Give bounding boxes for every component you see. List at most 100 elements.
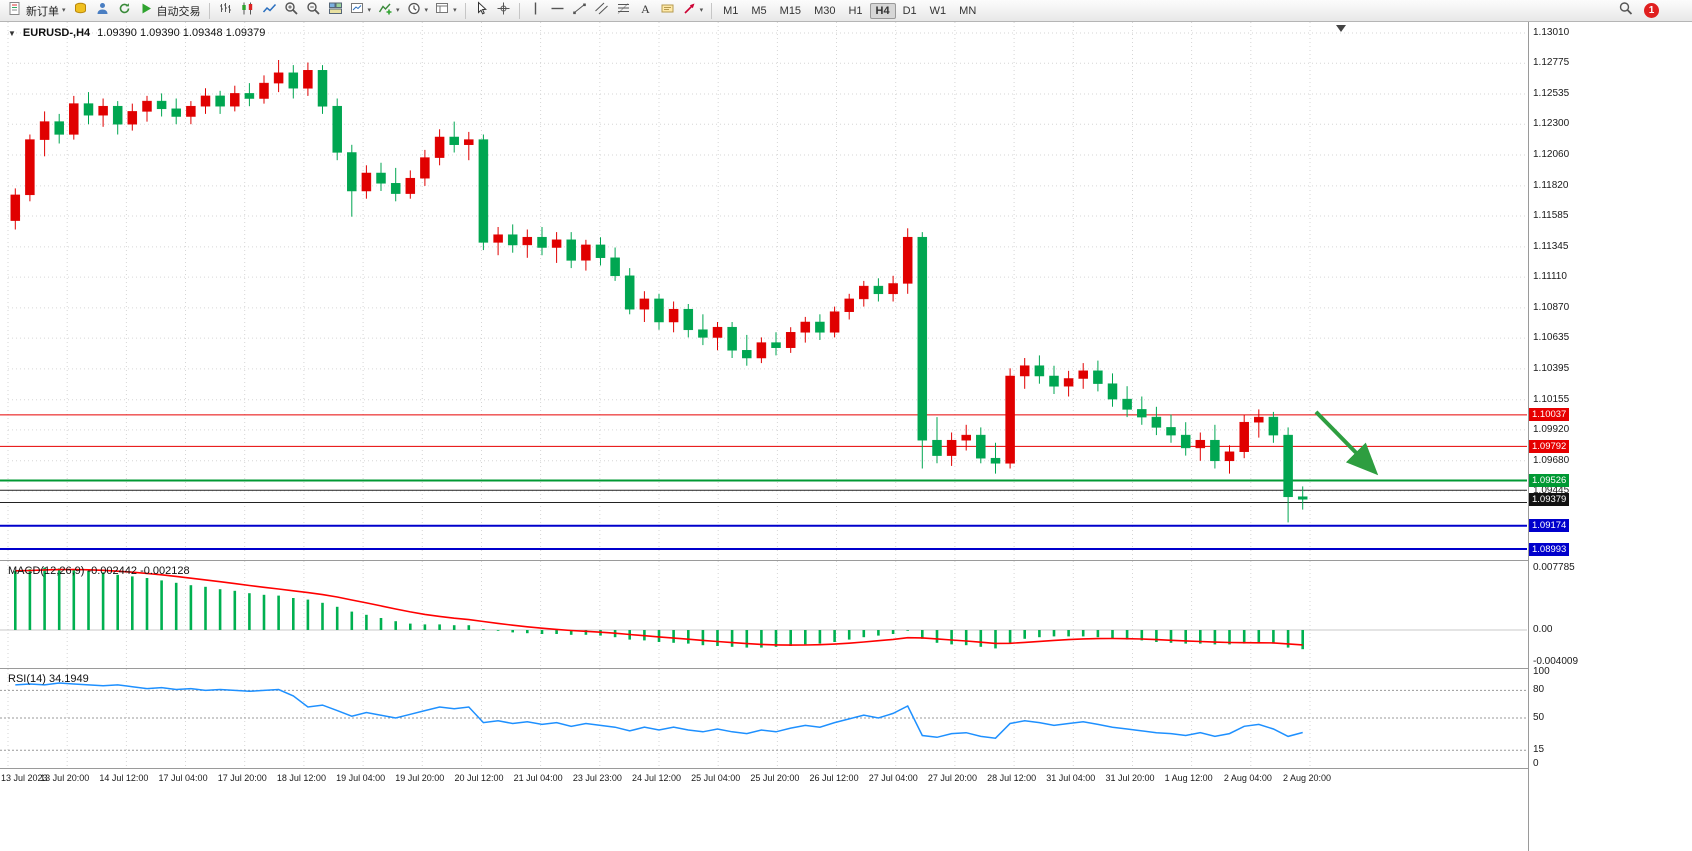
panel-separator bbox=[0, 560, 1692, 561]
time-axis-label: 13 Jul 20:00 bbox=[40, 773, 90, 783]
refresh-button[interactable] bbox=[114, 1, 135, 20]
horizontal-lines[interactable] bbox=[0, 414, 1527, 550]
timeframe-d1-button[interactable]: D1 bbox=[902, 4, 917, 17]
caret-down-icon: ▾ bbox=[367, 7, 372, 14]
timeframe-m30-button[interactable]: M30 bbox=[814, 4, 836, 17]
timeframe-m5-button[interactable]: M5 bbox=[751, 4, 767, 17]
toolbar: 新订单 ▾ 自动交易 bbox=[0, 0, 1692, 22]
candlestick-chart-icon bbox=[240, 1, 255, 21]
time-axis-label: 18 Jul 12:00 bbox=[276, 773, 326, 783]
text-icon: A bbox=[638, 1, 653, 21]
price-axis-label: 1.10395 bbox=[1533, 362, 1570, 374]
timeframe-h1-button[interactable]: H1 bbox=[848, 4, 863, 17]
new-order-label: 新订单 bbox=[26, 5, 59, 18]
crosshair-button[interactable] bbox=[493, 1, 514, 20]
text-button[interactable]: A bbox=[635, 1, 656, 20]
funds-button[interactable] bbox=[70, 1, 91, 20]
symbol-marker-icon: ▼ bbox=[8, 28, 16, 38]
timeframe-mn-button[interactable]: MN bbox=[959, 4, 977, 17]
timeframe-m15-button[interactable]: M15 bbox=[779, 4, 802, 17]
main-chart-plot[interactable] bbox=[0, 22, 1528, 560]
price-axis-label: 1.11110 bbox=[1533, 271, 1567, 283]
price-line-tag[interactable]: 1.10037 bbox=[1529, 408, 1570, 422]
toolbar-separator bbox=[464, 2, 466, 19]
arrows-button[interactable]: ▾ bbox=[679, 1, 707, 20]
macd-signal-line bbox=[15, 568, 1303, 646]
label-button[interactable] bbox=[657, 1, 678, 20]
panel-separator bbox=[0, 668, 1692, 669]
price-axis[interactable]: 1.13010 1.12775 1.12535 1.12300 1.12060 1.118… bbox=[1528, 22, 1692, 851]
price-line-tag[interactable]: 1.08993 bbox=[1529, 542, 1570, 556]
cursor-icon bbox=[474, 0, 489, 21]
price-axis-label: 1.13010 bbox=[1533, 27, 1570, 38]
accounts-button[interactable] bbox=[92, 1, 113, 20]
toolbar-separator bbox=[518, 2, 520, 19]
time-axis-label: 25 Jul 04:00 bbox=[691, 773, 741, 783]
time-axis-label: 20 Jul 12:00 bbox=[454, 773, 504, 783]
zoom-out-icon bbox=[306, 1, 321, 21]
templates-button[interactable]: ▾ bbox=[432, 1, 460, 20]
search-icon bbox=[1618, 1, 1633, 21]
bar-chart-button[interactable] bbox=[215, 1, 236, 20]
vertical-line-button[interactable] bbox=[525, 1, 546, 20]
zoom-in-button[interactable] bbox=[281, 1, 302, 20]
macd-axis-label: -0.004009 bbox=[1533, 656, 1579, 668]
new-chart-button[interactable]: ▾ bbox=[347, 1, 375, 20]
timeframe-w1-button[interactable]: W1 bbox=[929, 4, 947, 17]
price-axis-label: 1.10870 bbox=[1533, 301, 1570, 313]
time-axis-label: 31 Jul 20:00 bbox=[1105, 773, 1155, 783]
periods-button[interactable]: ▾ bbox=[404, 1, 432, 20]
rsi-axis-label: 15 bbox=[1533, 744, 1545, 756]
time-axis-label: 19 Jul 04:00 bbox=[336, 773, 386, 783]
notification-badge[interactable]: 1 bbox=[1644, 3, 1659, 18]
new-order-button[interactable]: 新订单 ▾ bbox=[5, 1, 69, 20]
macd-plot[interactable] bbox=[0, 561, 1528, 668]
trend-arrow[interactable] bbox=[1314, 410, 1379, 476]
refresh-icon bbox=[117, 1, 132, 21]
horizontal-line-button[interactable] bbox=[547, 1, 568, 20]
tile-windows-button[interactable] bbox=[325, 1, 346, 20]
price-line-tag[interactable]: 1.09526 bbox=[1529, 474, 1570, 488]
toolbar-separator bbox=[711, 2, 713, 19]
price-line-tag[interactable]: 1.09174 bbox=[1529, 519, 1570, 533]
time-axis-label: 25 Jul 20:00 bbox=[750, 773, 800, 783]
caret-down-icon: ▾ bbox=[424, 7, 429, 14]
channel-button[interactable] bbox=[591, 1, 612, 20]
horizontal-line-icon bbox=[550, 1, 565, 21]
time-axis-label: 17 Jul 04:00 bbox=[158, 773, 208, 783]
ohlc-values: 1.09390 1.09390 1.09348 1.09379 bbox=[97, 27, 266, 39]
zoom-in-icon bbox=[284, 1, 299, 21]
macd-axis-label: 0.007785 bbox=[1533, 561, 1575, 573]
time-axis[interactable]: 13 Jul 2023 13 Jul 20:00 14 Jul 12:00 17 Ju… bbox=[0, 769, 1528, 851]
caret-down-icon: ▾ bbox=[62, 7, 66, 14]
cursor-button[interactable] bbox=[471, 0, 492, 21]
zoom-out-button[interactable] bbox=[303, 1, 324, 20]
auto-trading-button[interactable]: 自动交易 bbox=[136, 1, 204, 20]
line-chart-button[interactable] bbox=[259, 1, 280, 20]
trendline-icon bbox=[572, 1, 587, 21]
timeframe-h4-button[interactable]: H4 bbox=[869, 2, 896, 19]
time-axis-label: 1 Aug 12:00 bbox=[1164, 773, 1213, 783]
time-axis-label: 27 Jul 20:00 bbox=[927, 773, 977, 783]
grid bbox=[7, 669, 1311, 768]
fibonacci-button[interactable] bbox=[613, 1, 634, 20]
chart-shift-marker-icon[interactable] bbox=[1336, 25, 1346, 32]
timeframe-m1-button[interactable]: M1 bbox=[723, 4, 739, 17]
price-axis-label: 1.12775 bbox=[1533, 57, 1570, 69]
coins-icon bbox=[73, 1, 88, 21]
rsi-axis-label: 100 bbox=[1533, 666, 1550, 677]
rsi-level-lines bbox=[0, 689, 1527, 751]
indicators-icon bbox=[378, 1, 393, 21]
rsi-plot[interactable] bbox=[0, 669, 1528, 768]
rsi-axis-label: 0 bbox=[1533, 758, 1539, 769]
macd-histogram bbox=[14, 567, 1304, 650]
indicators-button[interactable]: ▾ bbox=[375, 1, 403, 20]
price-line-tag[interactable]: 1.09792 bbox=[1529, 439, 1570, 453]
search-button[interactable] bbox=[1615, 1, 1636, 20]
price-axis-label: 1.11820 bbox=[1533, 179, 1569, 191]
trendline-button[interactable] bbox=[569, 1, 590, 20]
toolbar-separator bbox=[208, 2, 210, 19]
fibonacci-icon bbox=[616, 1, 631, 21]
candlestick-chart-button[interactable] bbox=[237, 1, 258, 20]
